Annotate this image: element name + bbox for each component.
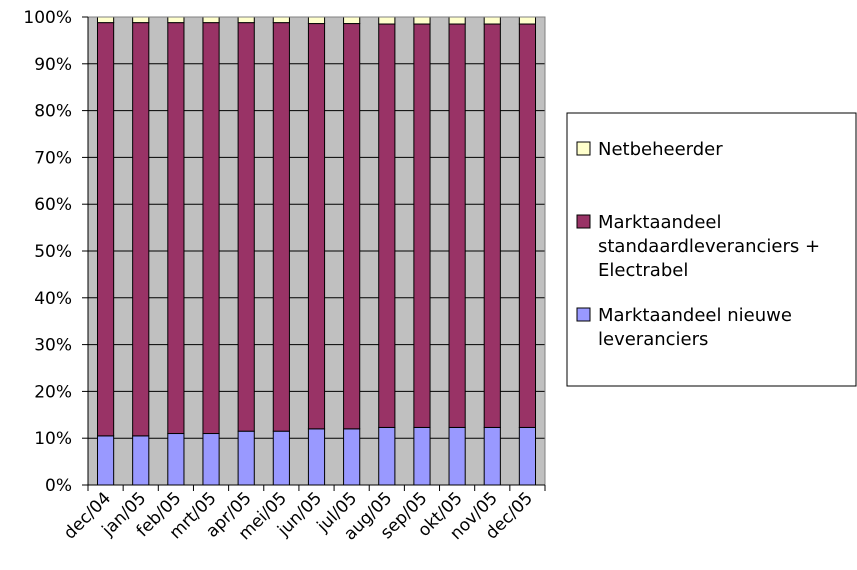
bar-segment [448,426,466,486]
bar-segment [413,426,431,486]
bar-segment [448,23,466,428]
bar-segment [132,435,150,486]
bar-segment [272,430,290,486]
bars [96,16,537,486]
bar-segment [307,16,326,25]
legend-label: Netbeheerder [598,139,723,160]
legend: Netbeheerder Marktaandeel standaardleveran… [566,112,857,387]
legend-label: Marktaandeel [598,212,722,233]
bar-segment [237,22,255,432]
y-tick-label: 50% [34,242,72,262]
legend-swatch [576,307,591,322]
bar-segment [96,22,115,437]
legend-swatch [576,141,591,156]
y-tick-label: 70% [34,148,72,168]
bar-segment [237,430,255,486]
bar-segment [167,22,185,435]
bar-segment [483,426,501,486]
y-tick-label: 0% [45,476,72,496]
bar-segment [343,16,361,25]
bar-segment [237,16,255,24]
legend-label: leveranciers [598,329,708,350]
y-tick-label: 40% [34,289,72,309]
bar-segment [413,23,431,428]
x-tick-labels: dec/04jan/05feb/05mrt/05apr/05mei/05jun/… [60,485,546,544]
y-tick-label: 20% [34,382,72,402]
bar-segment [518,426,537,486]
bar-segment [378,426,396,486]
y-tick-label: 30% [34,336,72,356]
legend-label: standaardleveranciers + [598,236,820,257]
bar-segment [202,433,220,486]
bar-segment [307,23,326,430]
bar-segment [483,16,501,25]
bar-segment [518,23,537,428]
legend-label: Electrabel [598,260,688,281]
bar-segment [483,23,501,428]
bar-segment [167,16,185,24]
bar-segment [202,22,220,435]
bar-segment [378,16,396,25]
legend-swatch [576,214,591,229]
bar-segment [343,23,361,430]
bar-segment [202,16,220,24]
bar-segment [96,435,115,486]
bar-segment [272,22,290,432]
bar-segment [132,22,150,437]
bar-segment [413,16,431,25]
legend-box [566,112,857,387]
y-tick-label: 90% [34,55,72,75]
bar-segment [518,16,537,25]
y-tick-label: 100% [23,8,72,28]
y-tick-label: 10% [34,429,72,449]
legend-label: Marktaandeel nieuwe [598,305,792,326]
bar-segment [343,428,361,486]
bar-segment [167,433,185,486]
bar-segment [272,16,290,24]
bar-segment [96,16,115,24]
bar-segment [448,16,466,25]
y-tick-label: 80% [34,102,72,122]
bar-segment [132,16,150,24]
y-tick-label: 60% [34,195,72,215]
y-tick-labels: 0% 10% 20% 30% 40% 50% 60% 70% 80% 90% 100% [23,8,88,496]
bar-segment [307,428,326,486]
bar-segment [378,23,396,428]
